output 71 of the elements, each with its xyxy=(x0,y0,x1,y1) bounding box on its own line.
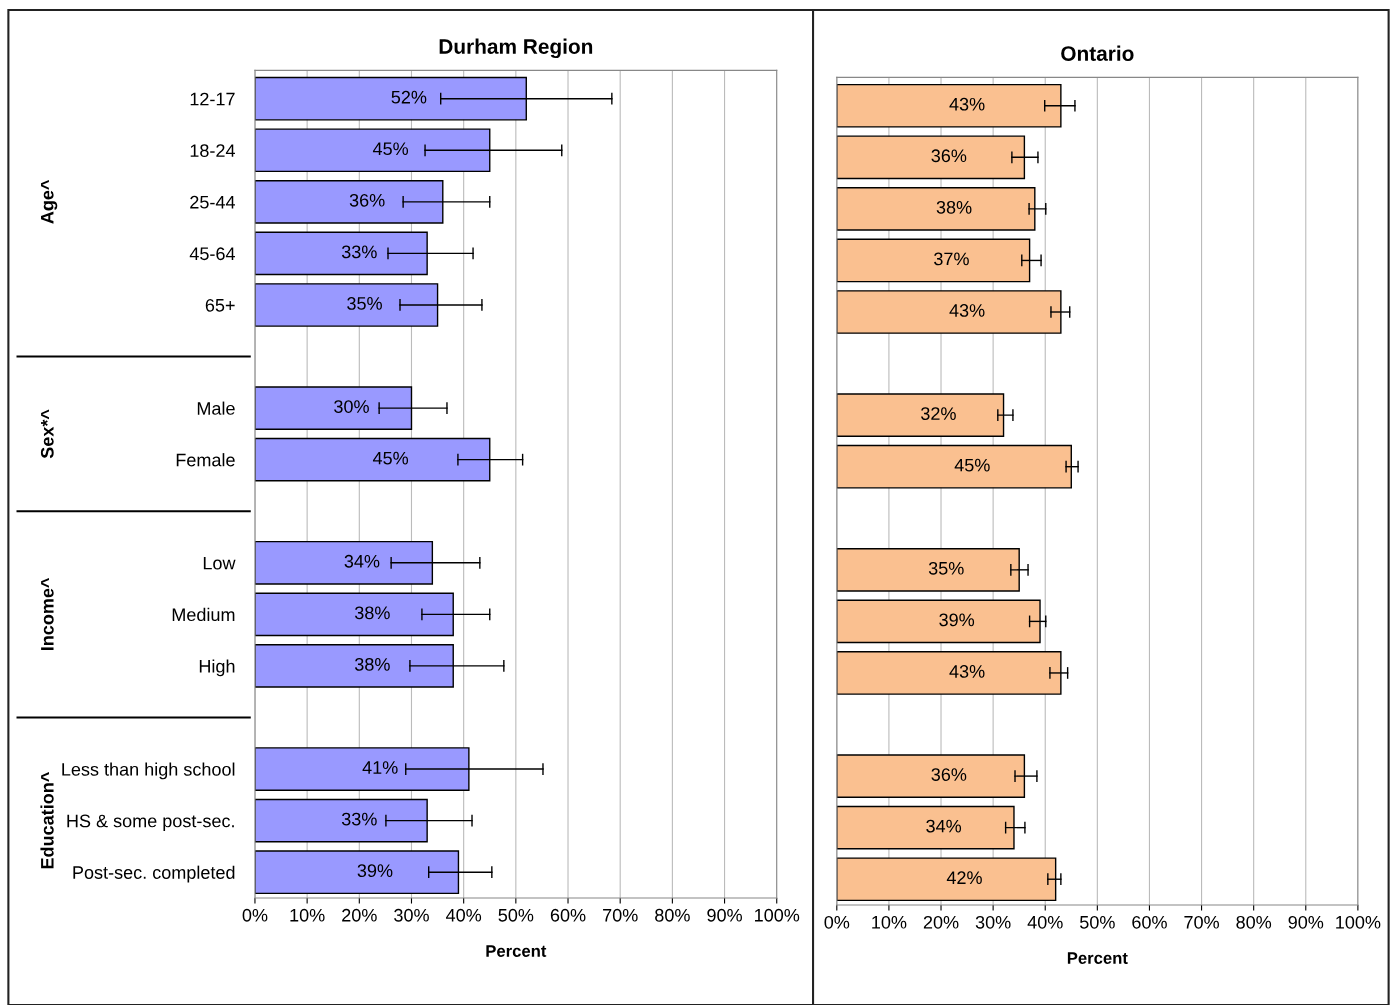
x-axis-title: Percent xyxy=(1067,952,1128,964)
data-label: 39% xyxy=(357,864,393,878)
data-label: 36% xyxy=(931,768,967,781)
y-tick-label: Male xyxy=(197,401,235,415)
y-tick-label: Female xyxy=(176,453,235,467)
x-tick-label: 100% xyxy=(755,908,800,922)
x-tick-label: 80% xyxy=(655,908,690,922)
data-label: 43% xyxy=(949,97,985,111)
data-label: 33% xyxy=(341,245,377,259)
x-tick-label: 90% xyxy=(1288,915,1324,929)
data-label: 42% xyxy=(946,871,982,884)
y-tick-label: 45-64 xyxy=(189,247,235,261)
x-tick-label: 0% xyxy=(824,915,850,929)
x-tick-label: 10% xyxy=(872,915,907,929)
y-tick-label: High xyxy=(199,659,235,677)
data-label: 35% xyxy=(347,297,382,310)
x-tick-label: 0% xyxy=(242,908,268,922)
text: Education^ xyxy=(40,772,54,869)
data-label: 36% xyxy=(349,193,385,207)
data-label: 45% xyxy=(954,458,990,472)
data-label: 39% xyxy=(939,613,975,627)
y-tick-label: 65+ xyxy=(205,298,235,312)
x-tick-label: 50% xyxy=(1080,915,1115,929)
data-label: 43% xyxy=(949,304,985,317)
x-tick-label: 90% xyxy=(707,908,742,922)
x-tick-label: 70% xyxy=(603,908,638,922)
y-tick-label: Post-sec. completed xyxy=(73,865,235,883)
data-label: 43% xyxy=(949,665,985,678)
y-tick-label: Low xyxy=(203,556,236,570)
data-label: 41% xyxy=(362,761,398,774)
bar xyxy=(836,857,1057,902)
text: Sex*^ xyxy=(40,409,54,459)
chart-title: Ontario xyxy=(1061,45,1134,61)
x-axis-title: Percent xyxy=(486,945,547,957)
data-label: 30% xyxy=(334,400,369,413)
data-label: 45% xyxy=(372,142,409,156)
data-label: 35% xyxy=(928,561,964,575)
y-tick-label: 25-44 xyxy=(190,195,235,209)
x-tick-label: 60% xyxy=(550,908,586,922)
data-label: 38% xyxy=(354,606,390,620)
data-label: 34% xyxy=(926,819,962,833)
x-tick-label: 80% xyxy=(1236,915,1272,929)
data-label: 34% xyxy=(344,554,380,568)
x-tick-label: 30% xyxy=(394,908,429,922)
data-label: 36% xyxy=(931,149,967,163)
y-tick-label: 12-17 xyxy=(190,92,235,106)
data-label: 37% xyxy=(934,252,969,266)
x-tick-label: 70% xyxy=(1184,915,1219,929)
data-label: 45% xyxy=(372,451,409,465)
data-label: 32% xyxy=(921,407,956,420)
x-tick-label: 40% xyxy=(446,908,482,922)
x-tick-label: 20% xyxy=(923,915,959,929)
text: Age^ xyxy=(41,179,58,224)
data-label: 52% xyxy=(391,90,427,104)
y-tick-label: Less than high school xyxy=(62,762,235,780)
x-tick-label: 100% xyxy=(1336,915,1381,929)
y-tick-label: HS & some post-sec. xyxy=(67,814,234,831)
chart-title: Durham Region xyxy=(439,38,593,59)
x-tick-label: 40% xyxy=(1027,915,1063,929)
data-label: 33% xyxy=(341,812,377,826)
y-tick-label: Medium xyxy=(172,607,235,622)
x-tick-label: 20% xyxy=(342,908,377,922)
x-tick-label: 50% xyxy=(498,908,534,922)
x-tick-label: 30% xyxy=(975,915,1011,929)
y-tick-label: 18-24 xyxy=(190,144,235,157)
data-label: 38% xyxy=(936,200,972,214)
x-tick-label: 60% xyxy=(1132,915,1167,929)
bar xyxy=(836,599,1041,644)
data-label: 38% xyxy=(354,657,390,671)
text: Income^ xyxy=(41,577,54,651)
x-tick-label: 10% xyxy=(290,908,325,922)
